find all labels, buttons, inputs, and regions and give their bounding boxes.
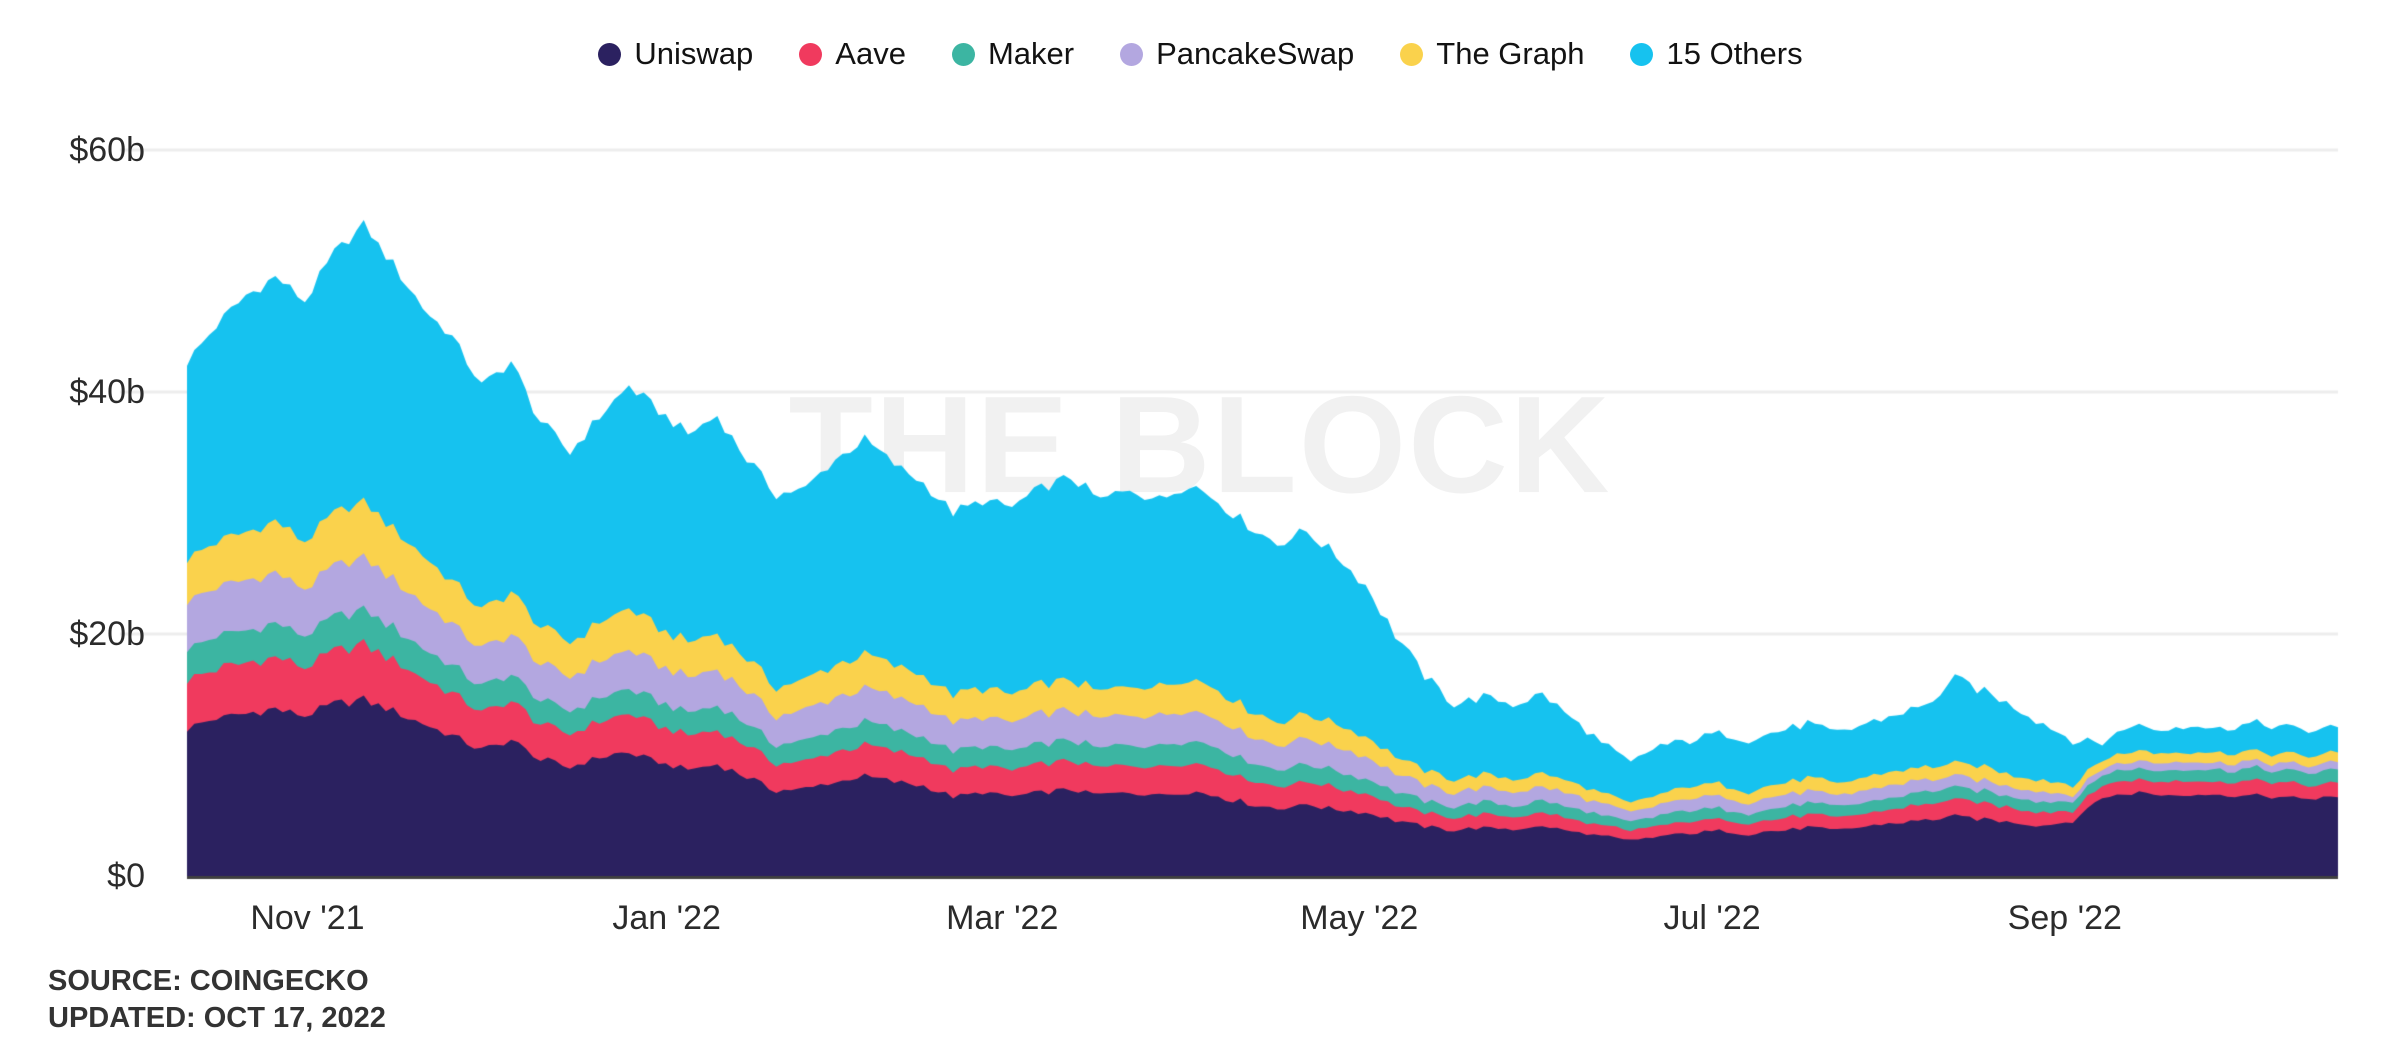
legend-label: Aave <box>835 36 906 71</box>
chart-legend: Uniswap Aave Maker PancakeSwap The Graph… <box>0 36 2401 72</box>
others-color-dot-icon <box>1630 42 1654 66</box>
pancakeswap-color-dot-icon <box>1120 42 1144 66</box>
updated-line: UPDATED: OCT 17, 2022 <box>48 1002 386 1034</box>
legend-label: Maker <box>987 36 1075 71</box>
x-axis-tick-jan22: Jan '22 <box>612 899 721 937</box>
x-axis-tick-mar22: Mar '22 <box>946 899 1059 937</box>
legend-item-15-others[interactable]: 15 Others <box>1630 36 1803 72</box>
legend-item-aave[interactable]: Aave <box>799 36 906 72</box>
legend-item-maker[interactable]: Maker <box>951 36 1075 72</box>
x-axis-tick-may22: May '22 <box>1300 899 1419 937</box>
legend-item-pancakeswap[interactable]: PancakeSwap <box>1120 36 1354 72</box>
x-axis-tick-nov21: Nov '21 <box>250 899 365 937</box>
y-axis-tick-60b: $60b <box>69 131 145 169</box>
aave-color-dot-icon <box>799 42 823 66</box>
source-attribution: SOURCE: COINGECKO UPDATED: OCT 17, 2022 <box>48 963 386 1037</box>
y-axis-tick-40b: $40b <box>69 373 145 411</box>
x-axis-tick-sep22: Sep '22 <box>2007 899 2122 937</box>
legend-label: The Graph <box>1436 36 1585 71</box>
legend-label: 15 Others <box>1666 36 1803 71</box>
legend-label: PancakeSwap <box>1156 36 1355 71</box>
uniswap-color-dot-icon <box>598 42 622 66</box>
source-line: SOURCE: COINGECKO <box>48 965 369 997</box>
legend-item-the-graph[interactable]: The Graph <box>1400 36 1584 72</box>
legend-item-uniswap[interactable]: Uniswap <box>598 36 753 72</box>
x-axis-tick-jul22: Jul '22 <box>1663 899 1761 937</box>
y-axis-tick-0: $0 <box>107 857 145 895</box>
y-axis-tick-20b: $20b <box>69 615 145 653</box>
the-graph-color-dot-icon <box>1400 42 1424 66</box>
maker-color-dot-icon <box>951 42 975 66</box>
legend-label: Uniswap <box>634 36 754 71</box>
